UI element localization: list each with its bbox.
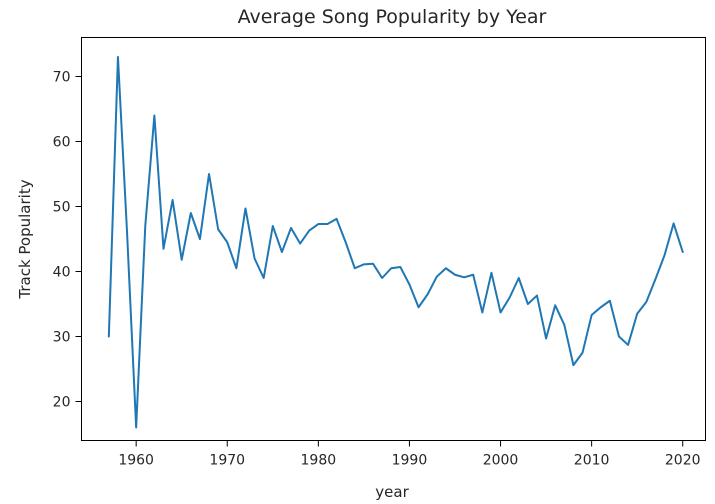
- x-tick-label: 2010: [574, 453, 610, 469]
- y-tick-label: 20: [53, 395, 71, 411]
- y-tick-label: 50: [53, 200, 71, 216]
- axes-frame: [81, 37, 706, 441]
- chart-title: Average Song Popularity by Year: [238, 6, 547, 28]
- series-line: [107, 56, 684, 429]
- y-tick-label: 60: [53, 135, 71, 151]
- x-tick-label: 1960: [118, 453, 154, 469]
- plot-area: 1960 1970 1980 1990 2000 2010 2020 20304050607…: [53, 37, 706, 469]
- y-tick-label: 70: [53, 70, 71, 86]
- x-tick-label: 1970: [209, 453, 245, 469]
- y-axis: 20 30 40 50 60 70: [53, 70, 82, 411]
- x-tick-label: 2020: [665, 453, 701, 469]
- x-tick-label: 2000: [483, 453, 519, 469]
- series-group: [107, 56, 684, 429]
- y-axis-label: Track Popularity: [16, 179, 34, 299]
- y-tick-label: 40: [53, 265, 71, 281]
- x-tick-label: 1980: [301, 453, 337, 469]
- y-tick-label: 30: [53, 330, 71, 346]
- x-tick-label: 1990: [392, 453, 428, 469]
- x-axis-label: year: [375, 483, 409, 501]
- x-axis: 1960 1970 1980 1990 2000 2010 2020: [118, 440, 701, 469]
